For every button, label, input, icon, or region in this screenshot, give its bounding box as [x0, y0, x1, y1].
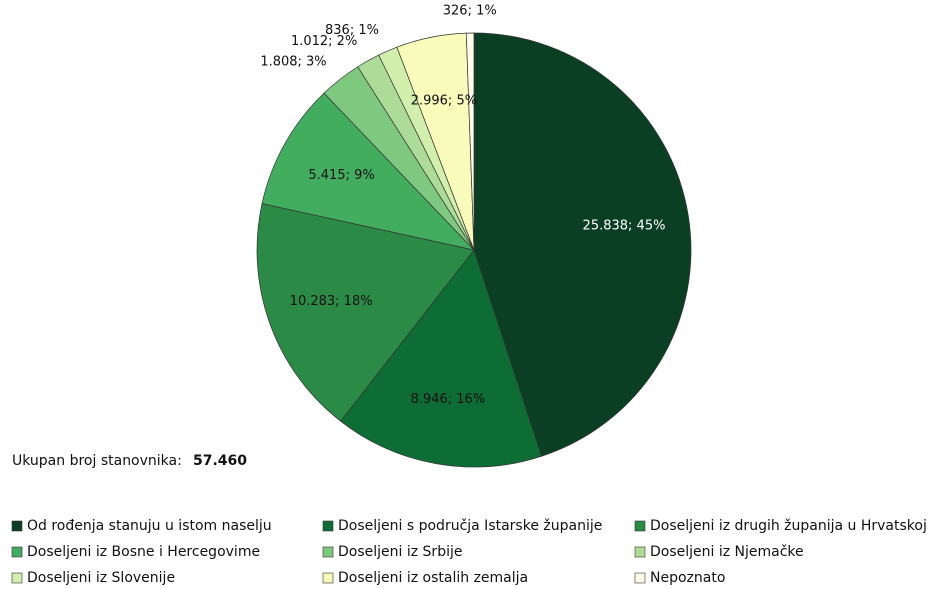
- data-label: 836; 1%: [325, 23, 379, 38]
- legend-label: Doseljeni iz Bosne i Hercegovime: [27, 544, 260, 560]
- data-label: 2.996; 5%: [411, 94, 477, 109]
- legend-swatch: [634, 520, 646, 532]
- legend-swatch: [322, 572, 334, 584]
- legend-label: Doseljeni iz ostalih zemalja: [338, 570, 528, 586]
- legend-label: Od rođenja stanuju u istom naselju: [27, 518, 272, 534]
- legend-label: Doseljeni iz Slovenije: [27, 570, 175, 586]
- data-label: 1.808; 3%: [260, 54, 326, 69]
- legend-label: Doseljeni iz Srbije: [338, 544, 462, 560]
- data-label: 5.415; 9%: [308, 168, 374, 183]
- legend-swatch: [11, 546, 23, 558]
- legend-swatch: [11, 572, 23, 584]
- legend-swatch: [322, 546, 334, 558]
- pie-slice: [261, 92, 476, 251]
- total-value: 57.460: [193, 453, 247, 469]
- pie-slice: [340, 249, 542, 468]
- legend-swatch: [322, 520, 334, 532]
- legend-label: Nepoznato: [650, 570, 725, 586]
- data-label: 8.946; 16%: [411, 392, 486, 407]
- legend-label: Doseljeni iz Njemačke: [650, 544, 804, 560]
- legend-label: Doseljeni s područja Istarske županije: [338, 518, 602, 534]
- pie-slice: [465, 32, 475, 251]
- data-label: 326; 1%: [443, 4, 497, 19]
- legend-swatch: [634, 572, 646, 584]
- legend-swatch: [11, 520, 23, 532]
- pie-slice: [473, 32, 692, 457]
- total-label: Ukupan broj stanovnika:: [12, 453, 182, 469]
- data-label: 25.838; 45%: [583, 219, 666, 234]
- legend-label: Doseljeni iz drugih županija u Hrvatskoj: [650, 518, 927, 534]
- data-label: 1.012; 2%: [291, 34, 357, 49]
- pie-slice: [256, 203, 475, 422]
- data-label: 10.283; 18%: [290, 294, 373, 309]
- legend-swatch: [634, 546, 646, 558]
